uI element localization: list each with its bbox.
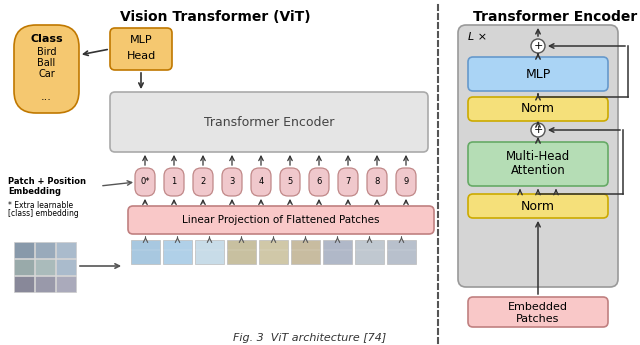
Text: Fig. 3  ViT architecture [74]: Fig. 3 ViT architecture [74] — [234, 333, 387, 343]
Text: +: + — [533, 41, 543, 51]
Bar — [259, 240, 288, 264]
Text: 5: 5 — [287, 177, 292, 187]
Text: Embedded: Embedded — [508, 302, 568, 312]
FancyBboxPatch shape — [367, 168, 387, 196]
Text: 3: 3 — [229, 177, 235, 187]
Bar — [131, 240, 160, 264]
Bar — [227, 240, 256, 264]
FancyBboxPatch shape — [164, 168, 184, 196]
Text: MLP: MLP — [525, 68, 550, 80]
FancyBboxPatch shape — [396, 168, 416, 196]
Bar — [56, 276, 76, 292]
Text: 6: 6 — [316, 177, 322, 187]
FancyBboxPatch shape — [251, 168, 271, 196]
FancyBboxPatch shape — [309, 168, 329, 196]
FancyBboxPatch shape — [135, 168, 155, 196]
FancyBboxPatch shape — [458, 25, 618, 287]
Bar — [323, 240, 352, 264]
FancyBboxPatch shape — [110, 28, 172, 70]
Text: Vision Transformer (ViT): Vision Transformer (ViT) — [120, 10, 310, 24]
Circle shape — [531, 123, 545, 137]
Bar — [195, 240, 224, 264]
FancyBboxPatch shape — [338, 168, 358, 196]
Text: L ×: L × — [468, 32, 487, 42]
FancyBboxPatch shape — [468, 194, 608, 218]
Bar — [291, 240, 320, 264]
Text: 1: 1 — [172, 177, 177, 187]
Bar — [56, 259, 76, 275]
Text: 2: 2 — [200, 177, 205, 187]
Text: Car: Car — [38, 69, 55, 79]
Text: * Extra learnable: * Extra learnable — [8, 200, 73, 209]
Text: 4: 4 — [259, 177, 264, 187]
FancyBboxPatch shape — [280, 168, 300, 196]
Text: Multi-Head: Multi-Head — [506, 149, 570, 162]
Text: Patches: Patches — [516, 314, 560, 324]
FancyBboxPatch shape — [468, 297, 608, 327]
FancyBboxPatch shape — [14, 25, 79, 113]
Bar — [355, 240, 384, 264]
Text: Class: Class — [30, 34, 63, 44]
Bar — [56, 242, 76, 258]
Text: Embedding: Embedding — [8, 187, 61, 197]
FancyBboxPatch shape — [193, 168, 213, 196]
FancyBboxPatch shape — [468, 57, 608, 91]
Text: +: + — [533, 125, 543, 135]
Text: Norm: Norm — [521, 199, 555, 213]
Text: Norm: Norm — [521, 102, 555, 116]
Bar — [14, 242, 34, 258]
Text: Attention: Attention — [511, 164, 565, 177]
Bar — [35, 276, 55, 292]
Bar — [35, 242, 55, 258]
FancyBboxPatch shape — [468, 97, 608, 121]
Text: 7: 7 — [346, 177, 351, 187]
Text: ...: ... — [41, 92, 52, 102]
Bar — [163, 240, 192, 264]
Circle shape — [531, 39, 545, 53]
Text: 9: 9 — [403, 177, 408, 187]
Text: Bird: Bird — [36, 47, 56, 57]
FancyBboxPatch shape — [468, 142, 608, 186]
Text: Patch + Position: Patch + Position — [8, 177, 86, 187]
Bar — [14, 259, 34, 275]
FancyBboxPatch shape — [128, 206, 434, 234]
Bar — [387, 240, 416, 264]
Text: [class] embedding: [class] embedding — [8, 208, 79, 217]
Bar — [14, 276, 34, 292]
FancyBboxPatch shape — [110, 92, 428, 152]
Text: 8: 8 — [374, 177, 380, 187]
Text: 0*: 0* — [140, 177, 150, 187]
Text: MLP: MLP — [130, 35, 152, 45]
Bar — [35, 259, 55, 275]
Text: Transformer Encoder: Transformer Encoder — [473, 10, 637, 24]
Text: Transformer Encoder: Transformer Encoder — [204, 116, 334, 128]
FancyBboxPatch shape — [222, 168, 242, 196]
Text: Linear Projection of Flattened Patches: Linear Projection of Flattened Patches — [182, 215, 380, 225]
Text: Ball: Ball — [37, 58, 56, 68]
Text: Head: Head — [126, 51, 156, 61]
